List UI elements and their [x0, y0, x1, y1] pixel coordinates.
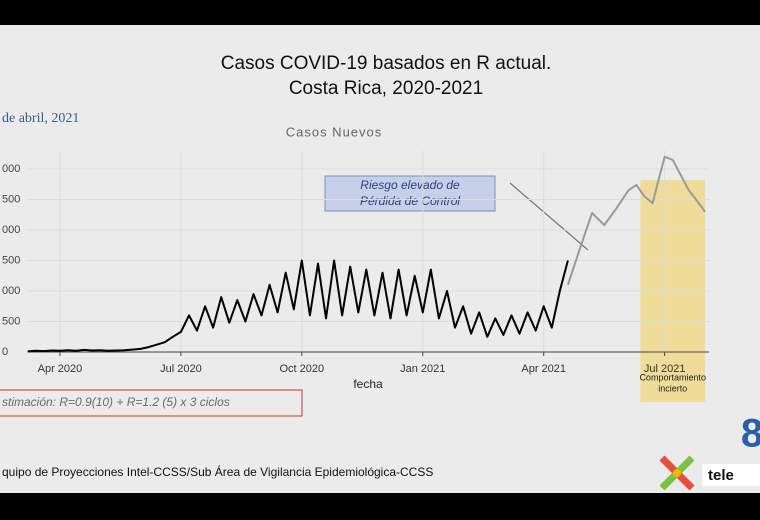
title-line: Costa Rica, 2020-2021 [289, 78, 483, 99]
x-tick-label: Jul 2020 [160, 363, 202, 375]
annotation-text: Pérdida de Control [360, 194, 460, 208]
x-tick-label: Apr 2020 [38, 363, 83, 375]
uncertain-label: incierto [658, 383, 687, 393]
slide [0, 25, 760, 493]
x-tick-label: Oct 2020 [280, 363, 325, 375]
logo-box [702, 464, 760, 486]
footer: quipo de Proyecciones Intel-CCSS/Sub Áre… [2, 464, 433, 479]
y-tick-label: 500 [2, 193, 20, 205]
date-label: de abril, 2021 [2, 111, 79, 126]
title-line: Casos COVID-19 basados en R actual. [221, 53, 552, 74]
x-tick-label: Jul 2021 [644, 363, 686, 375]
estimation-text: stimación: R=0.9(10) + R=1.2 (5) x 3 cic… [2, 395, 230, 409]
logo-mark [659, 455, 695, 491]
logo-text: tele [708, 467, 734, 484]
y-tick-label: 500 [2, 254, 20, 266]
annotation-arrow [509, 182, 589, 251]
logo-dot [673, 469, 681, 477]
y-tick-label: 500 [2, 315, 20, 327]
uncertain-label: Comportamiento [639, 372, 706, 382]
series-line [566, 155, 706, 286]
estimation-box [0, 389, 303, 417]
series-line [27, 259, 569, 353]
y-tick-label: 000 [2, 285, 20, 297]
chart-subtitle: Casos Nuevos [286, 124, 383, 139]
channel-number: 8 [741, 412, 760, 456]
x-tick-label: Jan 2021 [400, 363, 445, 375]
annotation-text: Riesgo elevado de [360, 178, 460, 192]
annotation-box [324, 175, 496, 212]
y-tick-label: 000 [2, 224, 20, 236]
x-tick-label: Apr 2021 [521, 363, 566, 375]
y-tick-label: 0 [2, 346, 8, 358]
y-tick-label: 000 [2, 163, 20, 175]
x-axis-label: fecha [353, 377, 383, 391]
